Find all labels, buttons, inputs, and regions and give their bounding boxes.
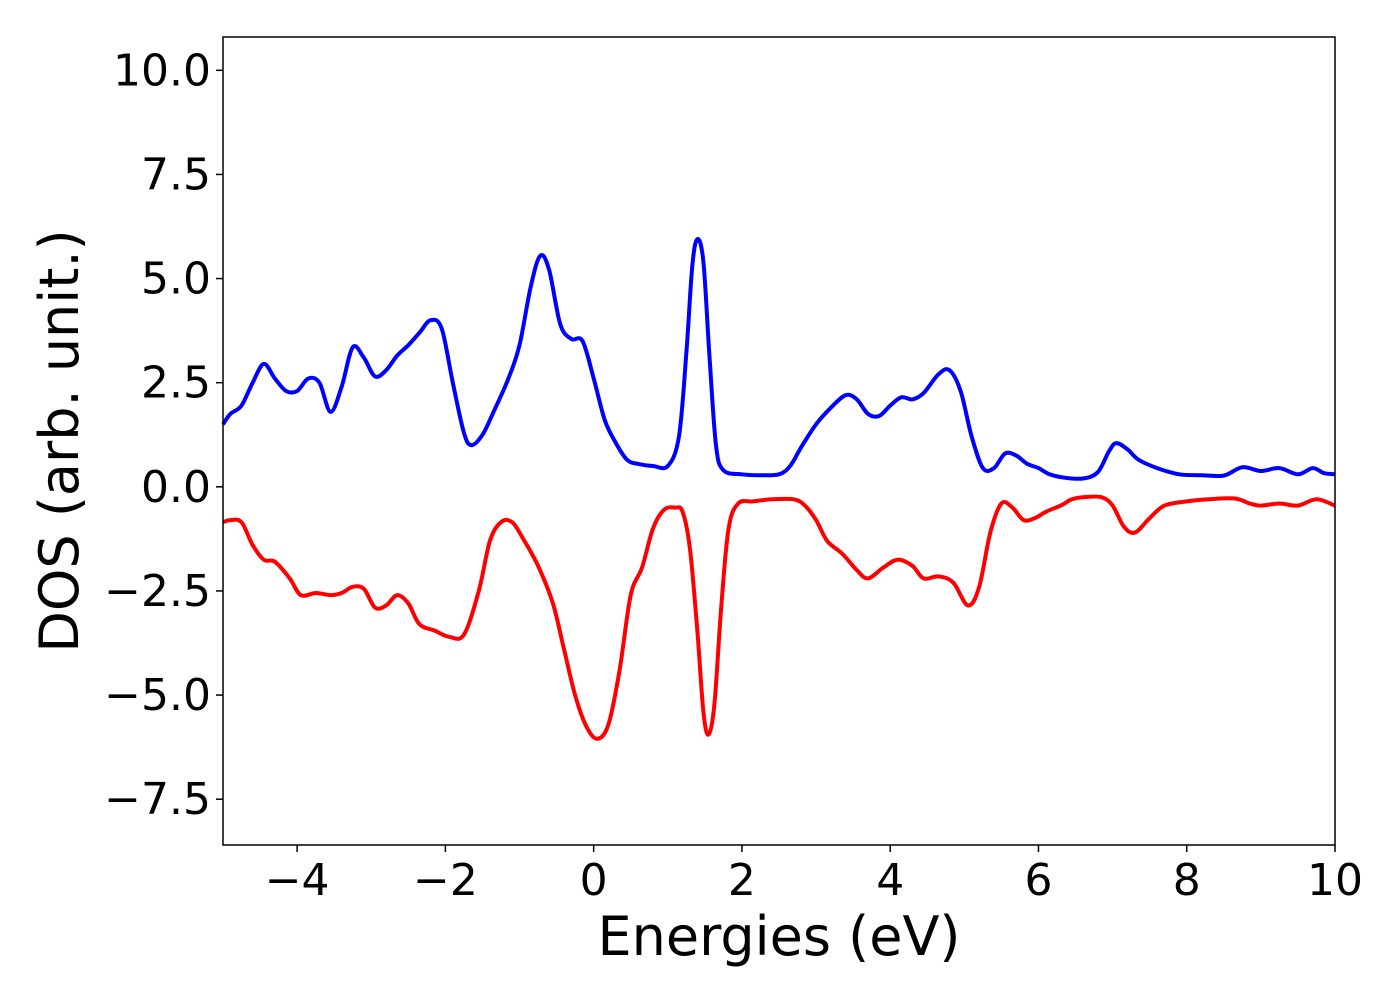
- y-axis-label: DOS (arb. unit.): [28, 229, 91, 652]
- x-tick-label: 10: [1307, 855, 1363, 906]
- y-tick-label: 5.0: [141, 254, 211, 305]
- y-tick-label: −5.0: [104, 670, 211, 721]
- x-axis-label: Energies (eV): [598, 905, 961, 968]
- x-tick-label: 8: [1173, 855, 1201, 906]
- plot-frame: [222, 36, 1336, 846]
- x-axis: −4 −2 0 2 4 6 8 10: [265, 845, 1363, 906]
- x-tick-label: −4: [265, 855, 330, 906]
- y-tick-label: 7.5: [141, 149, 211, 200]
- x-tick-label: 2: [728, 855, 756, 906]
- series-line-blue: [221, 236, 1336, 481]
- y-axis: 10.0 7.5 5.0 2.5 0.0 −2.5 −5.0 −7.5: [104, 45, 223, 825]
- x-tick-label: 6: [1024, 855, 1052, 906]
- y-tick-label: −7.5: [104, 774, 211, 825]
- x-tick-label: 4: [876, 855, 904, 906]
- y-tick-label: −2.5: [104, 566, 211, 617]
- series-layer: [221, 236, 1336, 741]
- y-tick-label: 10.0: [113, 45, 211, 96]
- plot-area: [223, 37, 1335, 845]
- x-tick-label: −2: [413, 855, 478, 906]
- y-tick-label: 0.0: [141, 462, 211, 513]
- x-tick-label: 0: [580, 855, 608, 906]
- y-tick-label: 2.5: [141, 358, 211, 409]
- series-line-red: [222, 494, 1336, 741]
